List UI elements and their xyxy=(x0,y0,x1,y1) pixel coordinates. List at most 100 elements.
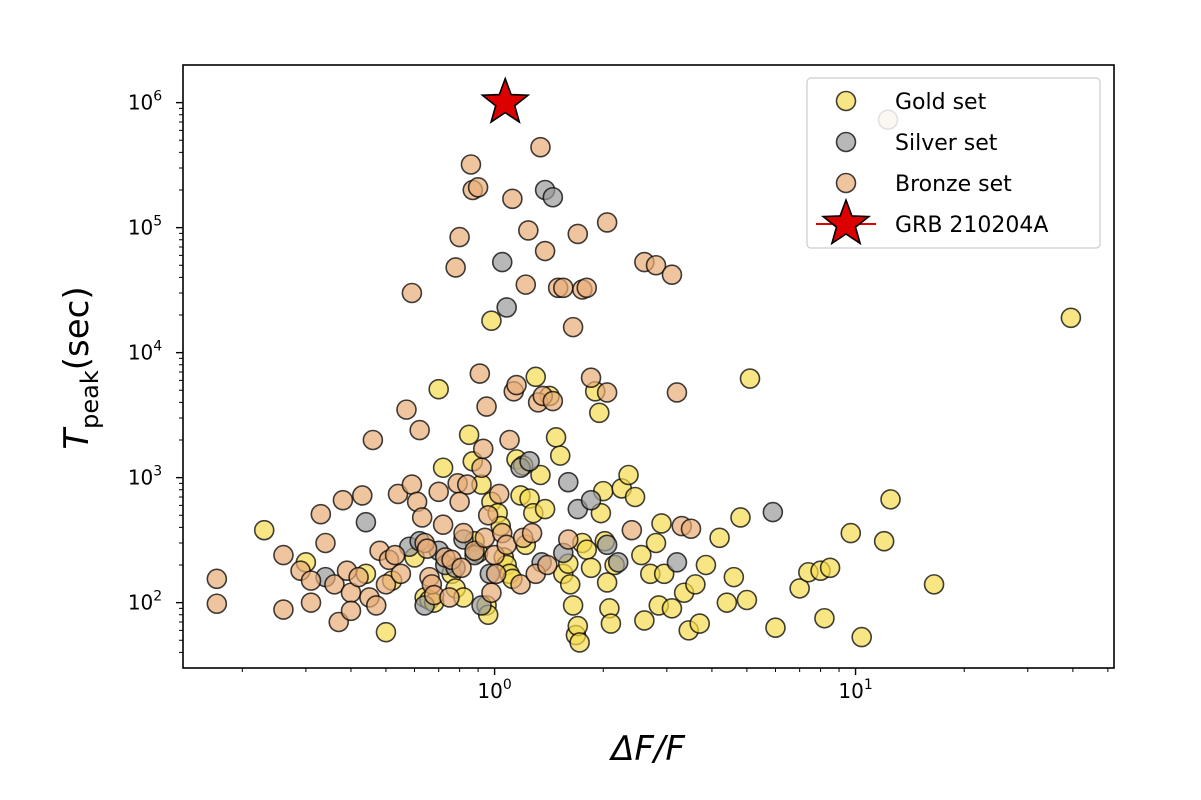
data-point xyxy=(488,483,510,505)
data-point xyxy=(206,568,228,590)
y-axis-label-group: Tpeak(sec) xyxy=(57,286,104,449)
data-point xyxy=(618,464,639,486)
data-point xyxy=(873,530,895,552)
data-point xyxy=(396,399,417,420)
data-point xyxy=(481,582,502,604)
data-point xyxy=(449,226,470,248)
data-point xyxy=(730,507,751,528)
data-point xyxy=(819,557,841,579)
data-point xyxy=(324,574,345,595)
data-point xyxy=(401,474,423,495)
data-point xyxy=(300,570,322,591)
legend-entry: GRB 210204A xyxy=(816,197,1048,246)
legend-label: GRB 210204A xyxy=(895,213,1048,238)
data-point xyxy=(451,557,472,579)
data-point xyxy=(680,518,702,540)
data-point xyxy=(685,574,706,595)
data-point xyxy=(411,507,433,528)
data-point xyxy=(310,503,332,525)
data-point xyxy=(340,600,362,622)
data-point xyxy=(645,532,667,554)
data-point xyxy=(576,277,598,299)
data-point xyxy=(600,613,622,634)
y-tick-label: 104 xyxy=(128,339,162,365)
data-point xyxy=(491,251,513,273)
data-point xyxy=(624,486,646,508)
data-point xyxy=(474,527,496,549)
data-point xyxy=(621,519,643,541)
data-point xyxy=(607,552,629,573)
data-point xyxy=(458,424,480,446)
x-tick-label: 100 xyxy=(477,677,511,703)
data-point xyxy=(1060,307,1082,329)
data-point xyxy=(576,539,598,561)
data-point xyxy=(273,544,294,566)
data-point xyxy=(661,264,683,286)
data-point xyxy=(851,626,873,648)
data-point xyxy=(515,274,537,295)
legend: Gold set Silver set Bronze set GRB 210204A xyxy=(806,77,1101,249)
data-point xyxy=(506,374,527,396)
data-point xyxy=(562,595,584,616)
data-point xyxy=(562,316,584,338)
data-point xyxy=(580,489,602,511)
legend-marker xyxy=(835,172,857,194)
data-point xyxy=(542,186,564,208)
data-point xyxy=(709,527,730,549)
data-point xyxy=(545,427,567,448)
data-point xyxy=(537,554,558,576)
data-point xyxy=(557,471,579,493)
data-point xyxy=(456,474,478,495)
data-point xyxy=(453,522,474,544)
legend-entries: Gold set Silver set Bronze set GRB 210204A xyxy=(816,90,1048,246)
data-point xyxy=(499,429,520,451)
legend-entry: Silver set xyxy=(835,131,998,156)
data-point xyxy=(580,557,602,579)
data-point xyxy=(375,621,397,643)
data-point xyxy=(580,367,602,389)
legend-box xyxy=(806,77,1101,249)
y-tick-label: 106 xyxy=(128,89,162,115)
data-point xyxy=(534,498,556,520)
data-point xyxy=(840,522,862,544)
data-point xyxy=(552,277,574,299)
data-point xyxy=(502,188,523,210)
data-point xyxy=(472,438,494,460)
data-point xyxy=(596,572,618,593)
data-point xyxy=(332,489,354,511)
data-point xyxy=(723,566,745,588)
data-point xyxy=(695,554,717,576)
data-point xyxy=(476,396,497,417)
y-axis-label-main: T xyxy=(57,427,97,450)
data-point xyxy=(428,481,449,503)
data-point xyxy=(432,457,454,479)
data-point xyxy=(384,544,406,566)
data-point xyxy=(518,220,539,241)
series-3 xyxy=(480,76,531,124)
data-point xyxy=(521,522,543,544)
data-point xyxy=(432,514,454,536)
data-point xyxy=(762,501,784,523)
data-point xyxy=(471,457,492,479)
data-point xyxy=(449,491,470,513)
plot-area-frame xyxy=(182,64,1115,669)
data-point xyxy=(634,610,655,631)
data-point xyxy=(765,617,786,639)
legend-entry: Bronze set xyxy=(835,172,1012,197)
x-axis-label: ΔF/F xyxy=(608,729,685,769)
data-point xyxy=(666,552,688,573)
data-point xyxy=(880,489,901,510)
x-tick-label: 101 xyxy=(838,677,872,703)
data-point xyxy=(596,212,618,233)
data-point xyxy=(300,592,322,613)
data-point xyxy=(351,485,373,506)
data-point xyxy=(716,592,738,613)
axis-ticks: 100 101 102 103 104 105 106 xyxy=(128,89,1109,703)
data-point xyxy=(467,177,489,198)
data-point xyxy=(653,563,675,585)
data-point xyxy=(596,382,618,403)
data-point xyxy=(375,574,397,595)
data-point xyxy=(485,563,507,585)
y-axis-label: Tpeak(sec) xyxy=(57,286,104,449)
